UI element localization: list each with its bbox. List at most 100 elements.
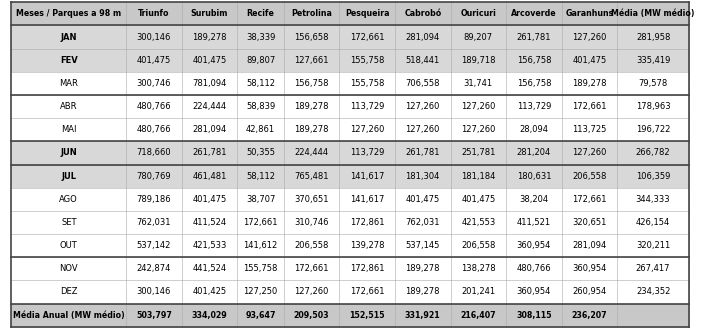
- Text: 113,729: 113,729: [350, 148, 385, 157]
- Text: 89,207: 89,207: [464, 33, 493, 41]
- Text: 79,578: 79,578: [638, 79, 668, 88]
- Text: Média (MW médio): Média (MW médio): [612, 10, 695, 18]
- Bar: [506, 280, 562, 303]
- Bar: [617, 2, 689, 26]
- Bar: [617, 280, 689, 303]
- Bar: [237, 280, 284, 303]
- Bar: [181, 234, 237, 257]
- Text: 320,651: 320,651: [572, 218, 607, 227]
- Bar: [11, 26, 126, 49]
- Text: 789,186: 789,186: [136, 195, 172, 204]
- Bar: [181, 49, 237, 72]
- Text: 156,758: 156,758: [517, 56, 551, 65]
- Text: 127,260: 127,260: [406, 102, 440, 111]
- Text: 267,417: 267,417: [636, 264, 671, 273]
- Bar: [617, 141, 689, 164]
- Text: 58,839: 58,839: [246, 102, 275, 111]
- Text: 206,558: 206,558: [295, 241, 329, 250]
- Bar: [340, 141, 395, 164]
- Bar: [237, 164, 284, 188]
- Text: 38,707: 38,707: [246, 195, 276, 204]
- Bar: [284, 280, 340, 303]
- Text: 335,419: 335,419: [636, 56, 670, 65]
- Bar: [562, 141, 617, 164]
- Bar: [284, 303, 340, 327]
- Bar: [340, 2, 395, 26]
- Bar: [562, 211, 617, 234]
- Bar: [126, 72, 181, 95]
- Bar: [562, 49, 617, 72]
- Bar: [126, 118, 181, 141]
- Bar: [340, 188, 395, 211]
- Text: 401,475: 401,475: [461, 195, 496, 204]
- Text: 189,278: 189,278: [572, 79, 607, 88]
- Text: Petrolina: Petrolina: [291, 10, 332, 18]
- Text: 141,617: 141,617: [350, 195, 385, 204]
- Bar: [395, 26, 451, 49]
- Bar: [617, 49, 689, 72]
- Text: 172,661: 172,661: [243, 218, 278, 227]
- Text: 344,333: 344,333: [636, 195, 671, 204]
- Bar: [562, 303, 617, 327]
- Bar: [451, 2, 506, 26]
- Bar: [617, 164, 689, 188]
- Text: 706,558: 706,558: [406, 79, 440, 88]
- Bar: [506, 2, 562, 26]
- Bar: [126, 211, 181, 234]
- Bar: [506, 72, 562, 95]
- Text: 209,503: 209,503: [294, 311, 330, 319]
- Text: 127,260: 127,260: [572, 33, 607, 41]
- Text: 411,521: 411,521: [517, 218, 551, 227]
- Bar: [451, 211, 506, 234]
- Bar: [11, 141, 126, 164]
- Text: 224,444: 224,444: [193, 102, 226, 111]
- Bar: [284, 188, 340, 211]
- Bar: [11, 72, 126, 95]
- Bar: [181, 257, 237, 280]
- Bar: [284, 141, 340, 164]
- Text: 172,661: 172,661: [350, 33, 385, 41]
- Bar: [562, 2, 617, 26]
- Bar: [617, 303, 689, 327]
- Text: 224,444: 224,444: [295, 148, 329, 157]
- Text: 216,407: 216,407: [460, 311, 496, 319]
- Text: 172,861: 172,861: [350, 264, 385, 273]
- Bar: [506, 49, 562, 72]
- Text: 139,278: 139,278: [350, 241, 385, 250]
- Bar: [126, 95, 181, 118]
- Bar: [284, 234, 340, 257]
- Bar: [617, 234, 689, 257]
- Bar: [395, 211, 451, 234]
- Text: 762,031: 762,031: [136, 218, 172, 227]
- Bar: [126, 26, 181, 49]
- Bar: [395, 164, 451, 188]
- Bar: [340, 211, 395, 234]
- Bar: [237, 118, 284, 141]
- Bar: [126, 141, 181, 164]
- Text: Triunfo: Triunfo: [138, 10, 169, 18]
- Bar: [181, 188, 237, 211]
- Bar: [284, 2, 340, 26]
- Text: 370,651: 370,651: [295, 195, 329, 204]
- Bar: [237, 95, 284, 118]
- Text: 480,766: 480,766: [136, 102, 172, 111]
- Text: 780,769: 780,769: [136, 172, 172, 181]
- Bar: [237, 211, 284, 234]
- Text: 234,352: 234,352: [636, 288, 670, 296]
- Bar: [340, 280, 395, 303]
- Text: 156,758: 156,758: [517, 79, 551, 88]
- Text: Pesqueira: Pesqueira: [345, 10, 389, 18]
- Bar: [126, 280, 181, 303]
- Bar: [451, 234, 506, 257]
- Bar: [11, 211, 126, 234]
- Text: 781,094: 781,094: [193, 79, 226, 88]
- Bar: [181, 211, 237, 234]
- Text: OUT: OUT: [60, 241, 77, 250]
- Text: DEZ: DEZ: [60, 288, 77, 296]
- Text: 421,553: 421,553: [461, 218, 496, 227]
- Text: 180,631: 180,631: [517, 172, 551, 181]
- Text: 360,954: 360,954: [517, 288, 551, 296]
- Text: 242,874: 242,874: [137, 264, 171, 273]
- Text: 281,094: 281,094: [193, 125, 226, 134]
- Text: 765,481: 765,481: [295, 172, 329, 181]
